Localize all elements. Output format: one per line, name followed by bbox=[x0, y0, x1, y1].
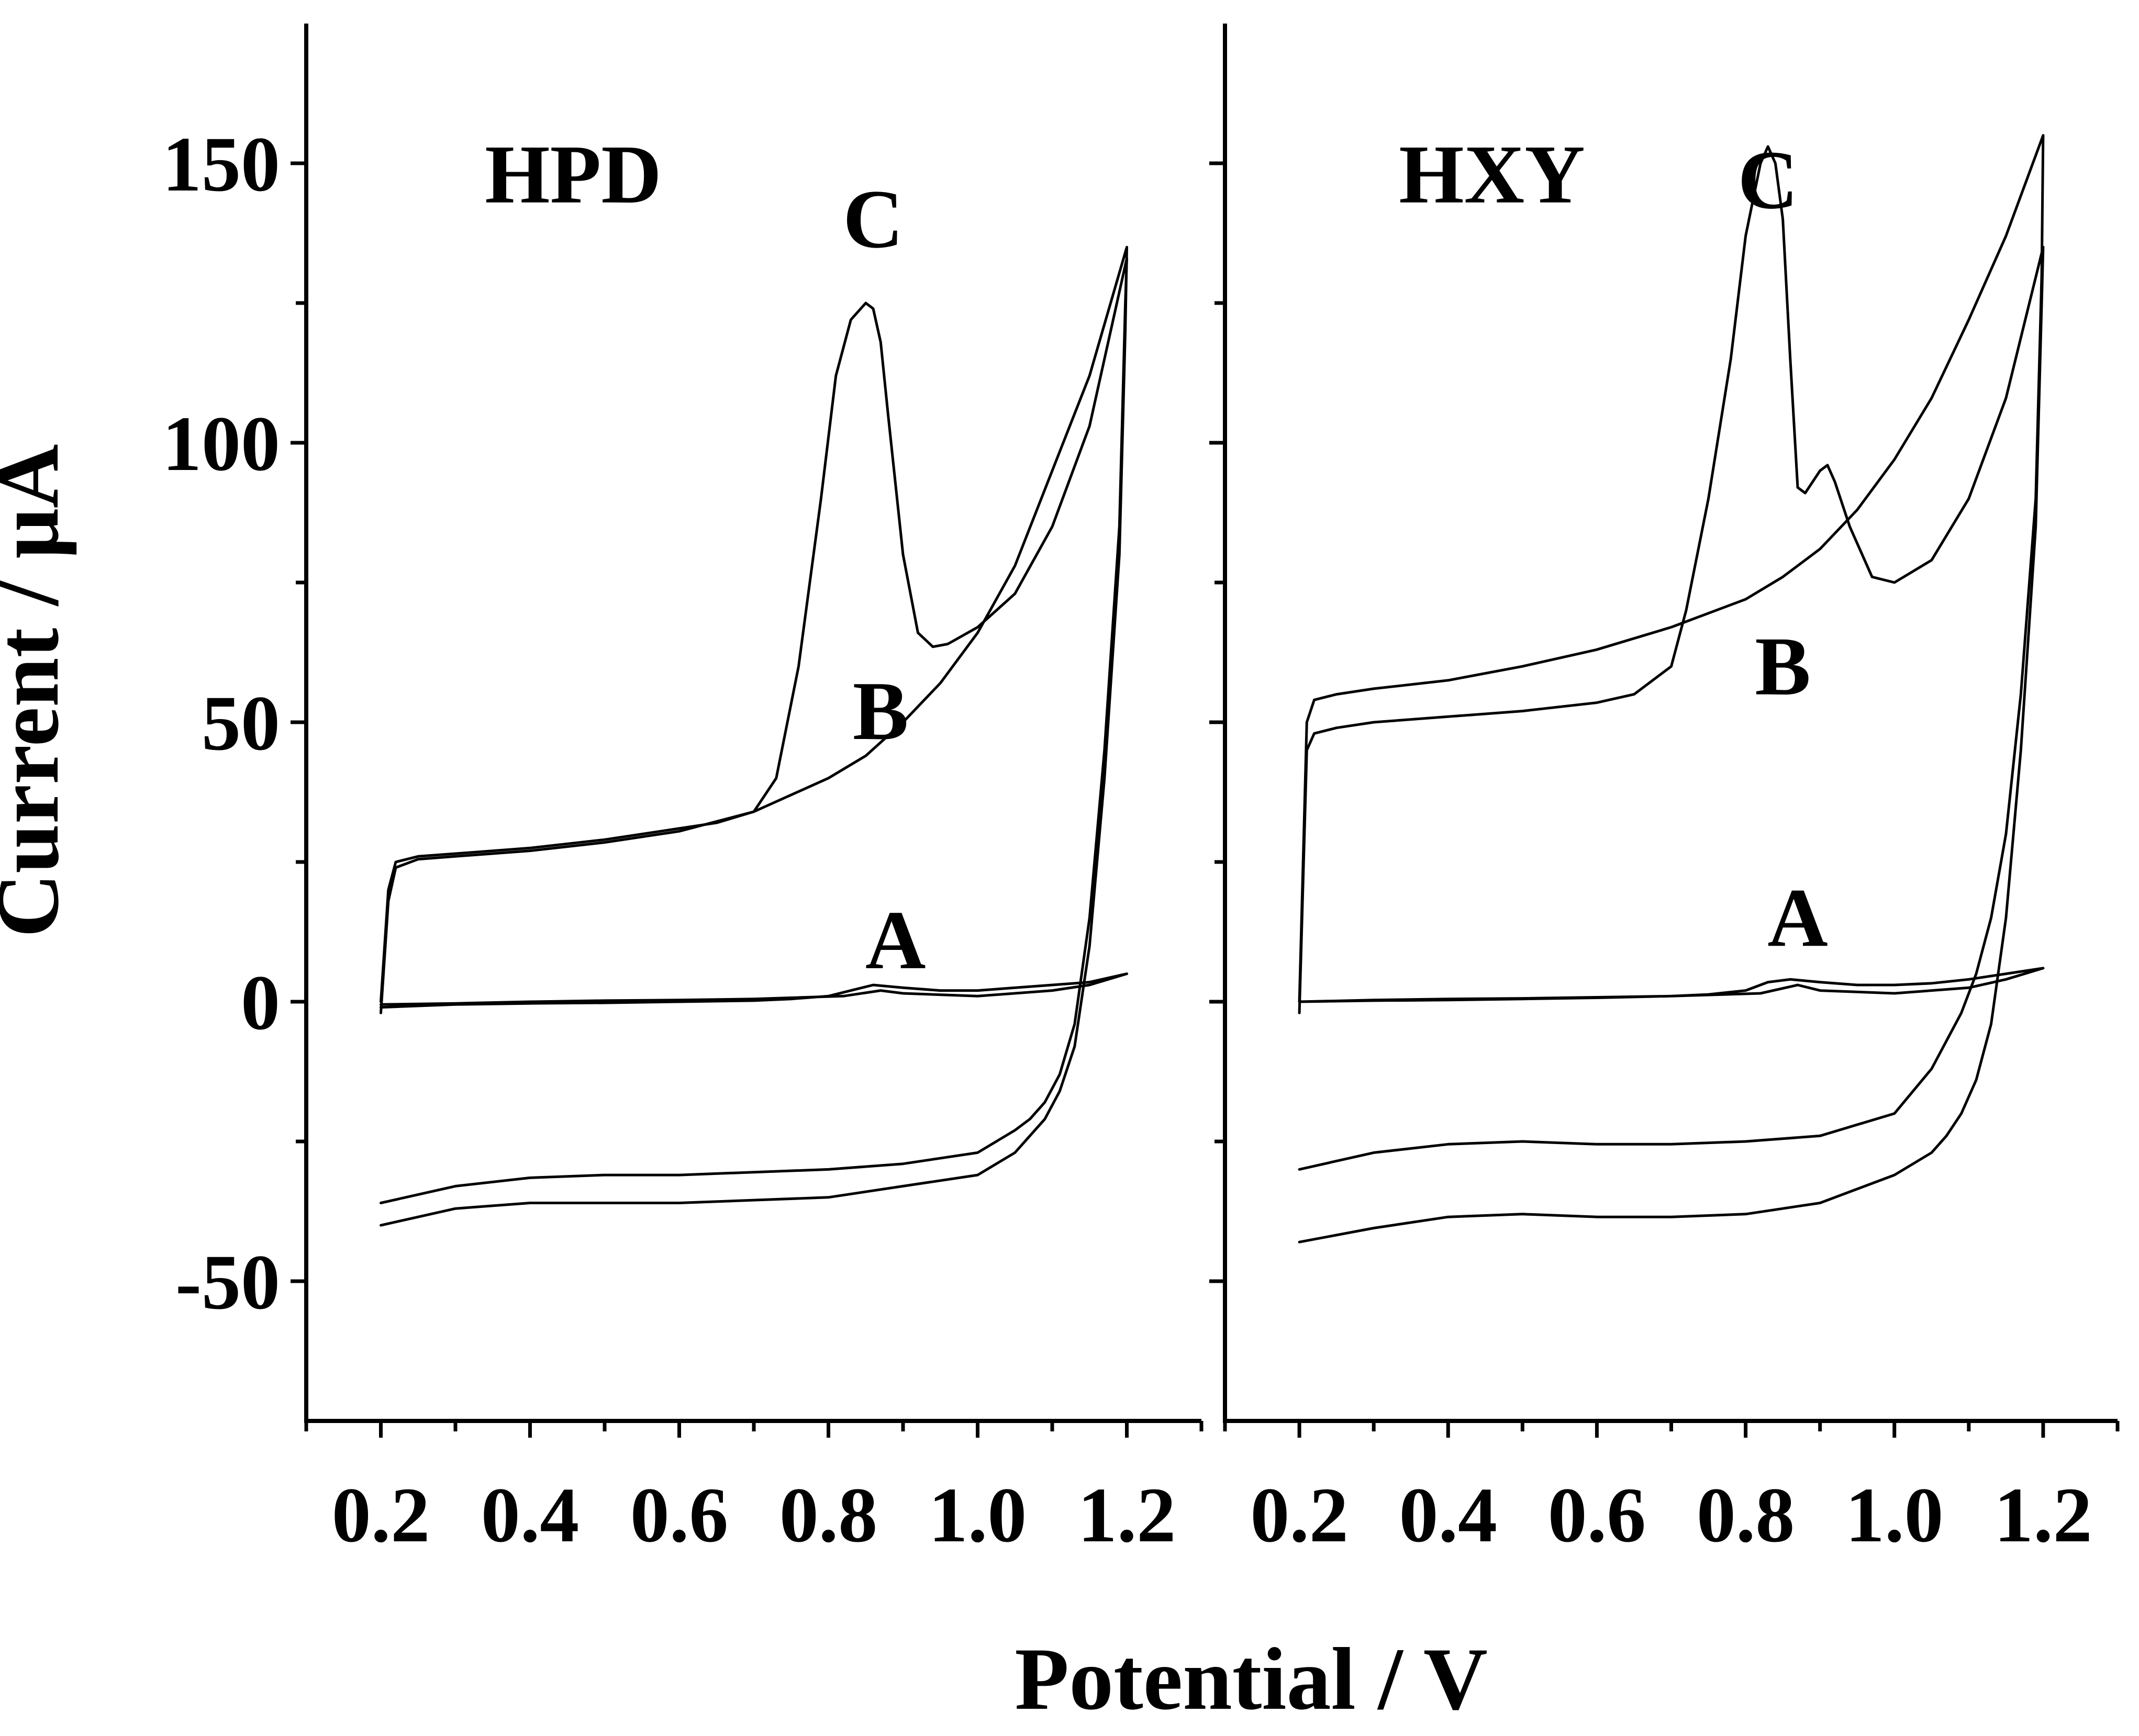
cv-trace-b bbox=[1298, 134, 2045, 1171]
x-tick-label: 1.0 bbox=[929, 1472, 1027, 1559]
x-tick-label: 0.2 bbox=[332, 1472, 430, 1559]
curve-label-a: A bbox=[865, 893, 926, 987]
y-tick-label: 0 bbox=[241, 959, 280, 1046]
panel-label: HPD bbox=[485, 128, 662, 221]
y-axis-title: Current / μA bbox=[0, 444, 77, 937]
x-tick-label: 0.2 bbox=[1250, 1472, 1349, 1559]
x-tick-label: 0.6 bbox=[630, 1472, 729, 1559]
y-tick-label: -50 bbox=[175, 1239, 280, 1326]
cv-trace-a bbox=[1298, 967, 2045, 1003]
y-tick-label: 150 bbox=[162, 121, 280, 208]
cv-trace-c bbox=[1298, 145, 2045, 1244]
cv-trace-c bbox=[380, 257, 1128, 1204]
curve-label-b: B bbox=[853, 664, 909, 757]
curve-label-a: A bbox=[1767, 871, 1828, 964]
x-tick-label: 0.6 bbox=[1548, 1472, 1646, 1559]
panel-hxy: 0.2 0.4 0.6 0.8 1.0 1.2 HXY C B A bbox=[1209, 24, 2120, 1559]
curve-label-c: C bbox=[843, 172, 904, 265]
y-tick-label: 100 bbox=[162, 400, 280, 487]
cv-trace-b bbox=[380, 245, 1128, 1227]
cv-trace-a bbox=[380, 972, 1128, 1009]
x-tick-label: 1.0 bbox=[1845, 1472, 1944, 1559]
x-axis-title: Potential / V bbox=[1015, 1630, 1487, 1728]
x-tick-label: 0.4 bbox=[1399, 1472, 1498, 1559]
x-tick-label: 0.8 bbox=[1697, 1472, 1795, 1559]
x-tick-label: 0.4 bbox=[481, 1472, 580, 1559]
y-tick-label: 50 bbox=[202, 680, 280, 767]
x-tick-label: 0.8 bbox=[779, 1472, 878, 1559]
curve-label-b: B bbox=[1755, 620, 1811, 713]
x-tick-label: 1.2 bbox=[1994, 1472, 2092, 1559]
panel-hpd: 0.2 0.4 0.6 0.8 1.0 1.2 -50 0 50 100 150 HPD C B A bbox=[162, 24, 1204, 1559]
curve-label-c: C bbox=[1737, 133, 1798, 226]
panel-label: HXY bbox=[1399, 128, 1585, 221]
x-tick-label: 1.2 bbox=[1078, 1472, 1176, 1559]
